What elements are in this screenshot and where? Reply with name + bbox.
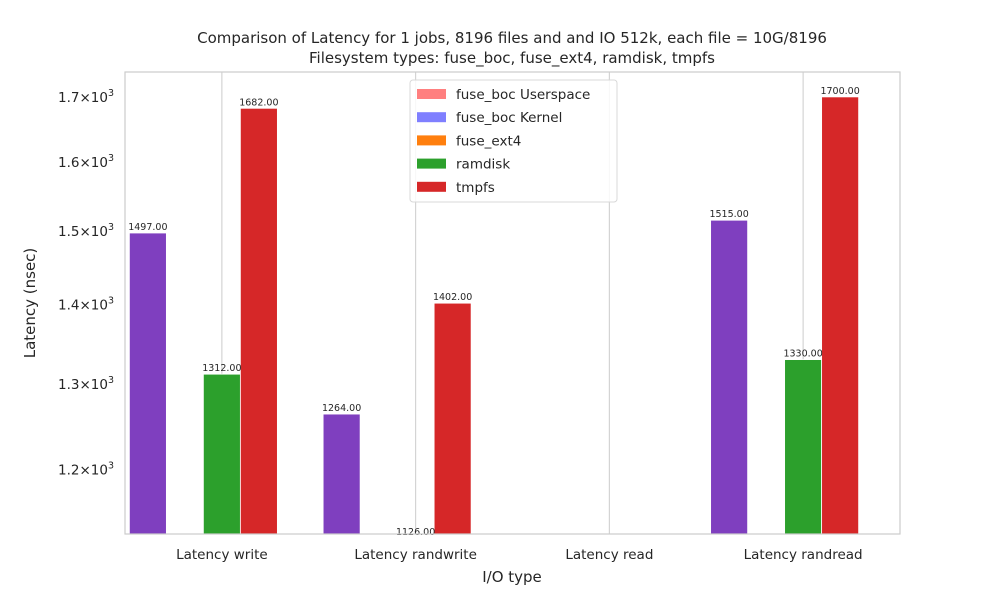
y-tick-label: 1.2×103 (58, 461, 114, 479)
legend-swatch (417, 158, 446, 169)
data-label: 1700.00 (820, 86, 859, 97)
legend-label: tmpfs (456, 180, 495, 196)
legend-label: ramdisk (456, 157, 510, 173)
y-tick-label: 1.7×103 (58, 88, 114, 106)
bar-fuse-boc (322, 413, 361, 535)
bar-ramdisk (784, 359, 823, 535)
bar-tmpfs (239, 107, 278, 535)
bar-fuse-boc (710, 219, 749, 535)
bar-tmpfs (433, 302, 472, 535)
x-axis-label: I/O type (482, 568, 542, 586)
x-tick-layer: Latency write Latency randwrite Latency re… (176, 547, 863, 563)
chart-title: Comparison of Latency for 1 jobs, 8196 f… (197, 29, 827, 47)
bar-ramdisk (202, 373, 241, 535)
legend-label: fuse_boc Kernel (456, 110, 562, 126)
data-label-layer: 1497.00 1264.00 1515.00 1312.00 1126.00 1330.… (128, 86, 860, 538)
data-label: 1264.00 (322, 403, 361, 414)
x-tick-label: Latency read (565, 547, 653, 563)
data-label: 1126.00 (396, 527, 435, 538)
legend: fuse_boc Userspace fuse_boc Kernel fuse_ex… (409, 79, 618, 203)
data-label: 1682.00 (239, 97, 278, 108)
chart-subtitle: Filesystem types: fuse_boc, fuse_ext4, r… (309, 49, 715, 68)
x-tick-label: Latency randwrite (354, 547, 477, 563)
data-label: 1330.00 (783, 349, 822, 360)
legend-swatch (417, 181, 446, 192)
y-axis-label: Latency (nsec) (21, 248, 39, 359)
data-label: 1515.00 (709, 209, 748, 220)
bar-tmpfs (821, 96, 860, 535)
y-tick-label: 1.3×103 (58, 375, 114, 393)
y-tick-label: 1.6×103 (58, 153, 114, 171)
legend-label: fuse_boc Userspace (456, 87, 590, 103)
bar-layer (128, 96, 860, 535)
legend-label: fuse_ext4 (456, 133, 521, 149)
legend-swatch (417, 112, 446, 123)
y-tick-label: 1.4×103 (58, 296, 114, 314)
data-label: 1312.00 (202, 363, 241, 374)
plot-frame (124, 71, 901, 535)
bar-fuse-boc (128, 232, 167, 535)
x-tick-label: Latency write (176, 547, 268, 563)
y-tick-layer: 1.2×103 1.3×103 1.4×103 1.5×103 1.6×103 1.7×1… (58, 88, 114, 479)
data-label: 1402.00 (433, 292, 472, 303)
y-tick-label: 1.5×103 (58, 222, 114, 240)
legend-box (409, 79, 618, 203)
data-label: 1497.00 (128, 222, 167, 233)
legend-swatch (417, 135, 446, 146)
legend-swatch (417, 89, 446, 99)
x-tick-label: Latency randread (744, 547, 863, 563)
